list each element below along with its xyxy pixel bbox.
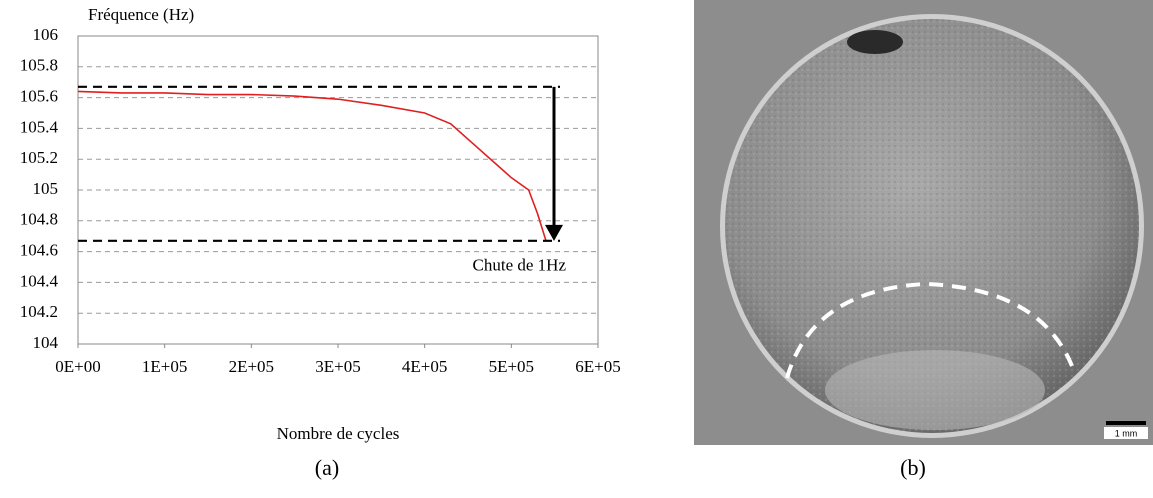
line-series xyxy=(77,90,547,242)
y-axis-label: Fréquence (Hz) xyxy=(88,5,194,24)
scale-label-bg xyxy=(1104,427,1148,439)
x-axis-label: Nombre de cycles xyxy=(277,424,400,443)
x-tick-label: 5E+05 xyxy=(489,357,534,376)
y-tick-label: 105 xyxy=(33,179,59,198)
y-tick-label: 104.2 xyxy=(20,302,58,321)
dark-spot xyxy=(847,30,903,54)
y-tick-label: 105.4 xyxy=(20,117,59,136)
y-tick-label: 104.6 xyxy=(20,241,58,260)
arrow-head xyxy=(545,224,563,241)
texture xyxy=(725,19,1139,433)
crack-front xyxy=(785,281,1074,379)
caption: (a) xyxy=(315,455,339,480)
x-tick-label: 3E+05 xyxy=(315,357,360,376)
x-tick-label: 6E+05 xyxy=(575,357,620,376)
x-tick-label: 1E+05 xyxy=(142,357,187,376)
y-tick-label: 105.6 xyxy=(20,87,58,106)
y-tick-label: 104.8 xyxy=(20,210,58,229)
y-tick-label: 106 xyxy=(33,25,59,44)
x-tick-label: 2E+05 xyxy=(229,357,274,376)
scale-bar xyxy=(1106,421,1146,425)
annotation: Chute de 1Hz xyxy=(473,256,567,275)
plot-frame xyxy=(77,35,599,345)
initiation-zone xyxy=(825,350,1045,430)
x-tick-label: 0E+00 xyxy=(55,357,100,376)
y-tick-label: 105.2 xyxy=(20,148,58,167)
caption: (b) xyxy=(900,455,926,480)
y-tick-label: 105.8 xyxy=(20,56,58,75)
y-tick-label: 104 xyxy=(33,333,59,352)
photo: 1 mm xyxy=(694,0,1153,445)
y-tick-label: 104.4 xyxy=(20,271,59,290)
scale-label: 1 mm xyxy=(1115,428,1138,438)
x-tick-label: 4E+05 xyxy=(402,357,447,376)
